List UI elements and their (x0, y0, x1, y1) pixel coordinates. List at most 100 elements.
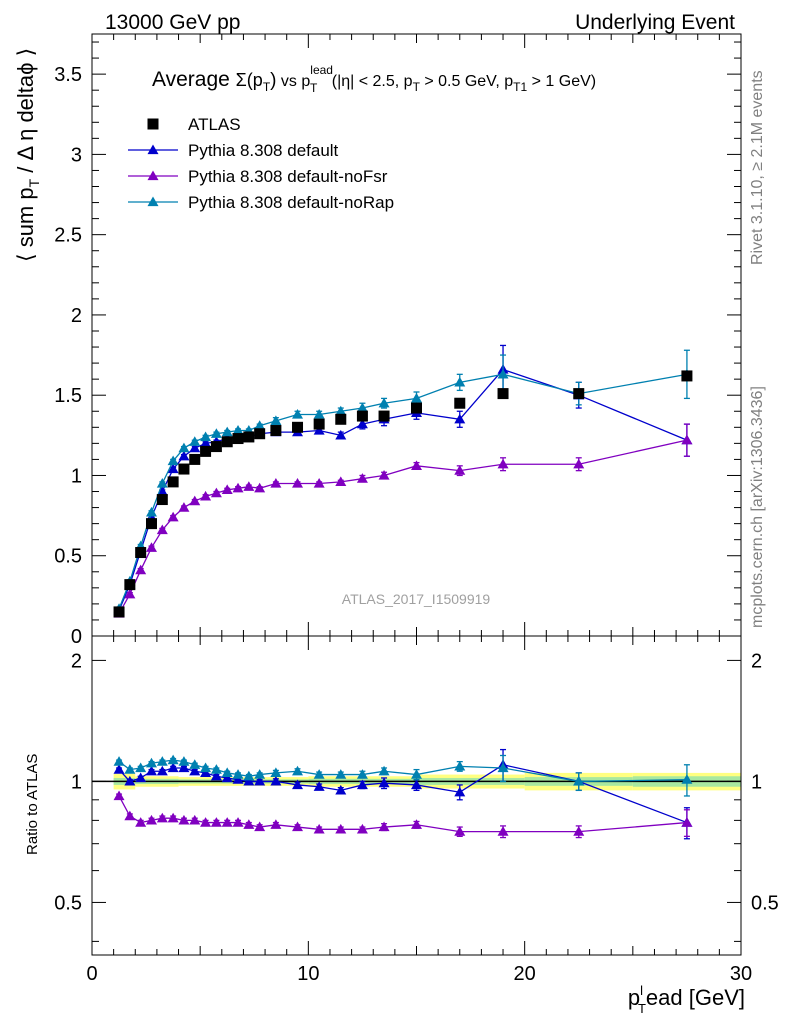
main-pythia-norap-point (254, 420, 266, 430)
ratio-pythia-default-point (200, 767, 212, 778)
main-pythia-nofsr-point (124, 588, 136, 599)
ratio-pythia-norap-point (178, 756, 190, 766)
main-pythia-norap-point (221, 426, 233, 437)
ratio-pythia-norap-point (313, 769, 325, 779)
main-pythia-norap-point (145, 506, 157, 517)
ratio-pythia-default-point (378, 777, 390, 788)
ratio-pythia-default-point (210, 770, 222, 781)
x-axis-label: pl Tead [GeV] (628, 983, 745, 1016)
ratio-pythia-norap-point (254, 769, 266, 779)
main-pythia-nofsr-point (356, 473, 368, 483)
ratio-pythia-norap-point (210, 764, 222, 774)
y-tick-label: 0 (71, 626, 82, 648)
ratio-pythia-default-point (335, 784, 347, 795)
ratio-pythia-norap-point (681, 774, 693, 784)
ratio-pythia-default-point (135, 772, 147, 783)
main-pythia-norap-point (313, 408, 325, 419)
ratio-pythia-nofsr-point (167, 812, 179, 823)
ratio-pythia-norap-point (189, 759, 201, 769)
ratio-pythia-norap-point (335, 769, 347, 779)
x-tick-label: 10 (297, 963, 319, 985)
ratio-pythia-nofsr-point (210, 817, 222, 827)
main-pythia-default-point (156, 486, 168, 496)
ratio-pythia-nofsr-point (113, 790, 125, 801)
ratio-pythia-nofsr-point (313, 823, 325, 834)
ratio-y-tick-label-left: 1 (71, 771, 82, 793)
main-pythia-norap-point (378, 397, 390, 408)
main-pythia-norap-point (156, 477, 168, 488)
ratio-pythia-default-point (156, 765, 168, 776)
main-atlas-point (681, 370, 693, 382)
mcplots-label: mcplots.cern.ch [arXiv:1306.3436] (749, 386, 766, 628)
analysis-tag: ATLAS_2017_I1509919 (342, 591, 491, 607)
ratio-pythia-default-point (221, 772, 233, 783)
x-tick-label: 30 (730, 963, 752, 985)
ratio-pythia-norap-point (113, 756, 125, 766)
ratio-pythia-nofsr-point (270, 819, 282, 829)
ratio-y-tick-label-left: 0.5 (54, 892, 82, 914)
main-pythia-norap-point (178, 442, 190, 453)
main-pythia-nofsr-point (254, 482, 266, 493)
main-atlas-point (221, 436, 233, 448)
main-pythia-nofsr-point (178, 502, 190, 512)
main-pythia-nofsr-point (189, 495, 201, 506)
main-pythia-nofsr-point (167, 511, 179, 522)
main-atlas-point (378, 410, 390, 422)
ratio-pythia-norap-point (454, 760, 466, 771)
main-atlas-point (145, 518, 157, 530)
main-atlas-point (200, 445, 212, 457)
main-atlas-point (113, 606, 125, 618)
ratio-pythia-nofsr-point (156, 812, 168, 823)
legend: ATLAS Pythia 8.308 default Pythia 8.308 de… (128, 115, 394, 212)
legend-marker-pythia-nofsr (147, 170, 159, 181)
main-pythia-norap-point (356, 402, 368, 413)
ratio-pythia-nofsr-point (497, 826, 509, 836)
ratio-y-tick-label-right: 1 (751, 771, 762, 793)
y-tick-label: 2 (71, 305, 82, 327)
y-tick-label: 2.5 (54, 225, 82, 247)
main-atlas-point (124, 579, 136, 591)
main-atlas-point (292, 421, 304, 433)
main-pythia-nofsr-line (118, 439, 688, 614)
main-pythia-nofsr-point (270, 477, 282, 488)
ratio-pythia-default-point (232, 774, 244, 784)
main-pythia-norap-point (167, 455, 179, 466)
ratio-panel: 0 10 20 30 0.5 0.5 1 1 2 2 (54, 635, 779, 985)
ratio-pythia-nofsr-point (411, 819, 422, 829)
main-pythia-norap-point (335, 405, 347, 416)
ratio-pythia-nofsr-point (232, 817, 244, 827)
ratio-pythia-nofsr-point (221, 817, 233, 827)
ratio-pythia-norap-point (356, 769, 368, 779)
ratio-pythia-norap-point (124, 764, 136, 774)
ratio-pythia-norap-point (573, 775, 585, 786)
y-tick-label: 1.5 (54, 385, 82, 407)
header-left: 13000 GeV pp (105, 11, 240, 34)
main-pythia-norap-line (118, 373, 688, 609)
ratio-pythia-default-point (313, 781, 325, 791)
ratio-pythia-default-point (167, 762, 179, 773)
ratio-pythia-nofsr-point (681, 817, 693, 827)
ratio-y-axis-label: Ratio to ATLAS (24, 754, 41, 855)
main-pythia-nofsr-point (156, 524, 168, 535)
main-pythia-nofsr-point (411, 460, 422, 470)
main-pythia-norap-point (270, 415, 282, 426)
legend-marker-atlas (147, 118, 159, 130)
ratio-pythia-nofsr-point (356, 823, 368, 834)
ratio-pythia-default-point (292, 779, 304, 790)
ratio-pythia-default-point (411, 779, 422, 790)
ratio-pythia-nofsr-point (189, 814, 201, 825)
legend-marker-pythia-default (147, 144, 159, 155)
ratio-pythia-default-point (454, 786, 466, 797)
ratio-pythia-nofsr-point (573, 826, 585, 836)
main-pythia-norap-point (497, 368, 509, 379)
main-pythia-nofsr-point (232, 482, 244, 493)
main-pythia-norap-point (411, 392, 422, 403)
ratio-pythia-norap-point (292, 765, 304, 776)
main-atlas-point (189, 453, 201, 465)
ratio-pythia-nofsr-point (178, 814, 190, 825)
ratio-plot-frame (91, 635, 742, 956)
main-atlas-point (411, 402, 422, 414)
main-pythia-nofsr-point (497, 458, 509, 469)
ratio-pythia-norap-point (270, 767, 282, 778)
